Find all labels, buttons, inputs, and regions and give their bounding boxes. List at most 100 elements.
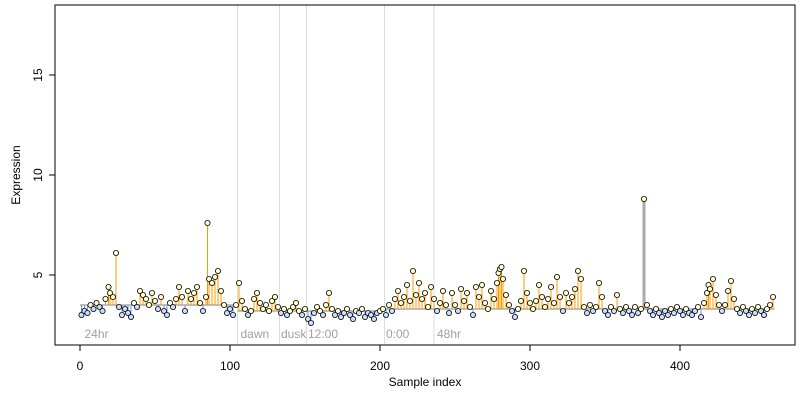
data-point — [409, 267, 416, 274]
data-point — [719, 307, 726, 314]
data-point — [650, 311, 657, 318]
data-point — [457, 285, 464, 292]
data-point — [199, 307, 206, 314]
data-point — [755, 303, 762, 310]
data-point — [761, 311, 768, 318]
data-point — [247, 307, 254, 314]
region-labels: 24hr dawn dusk 12:00 0:00 48hr — [85, 327, 462, 341]
data-point — [313, 303, 320, 310]
data-point — [223, 309, 230, 316]
data-point — [701, 299, 708, 306]
region-label: dawn — [241, 327, 270, 341]
x-axis: 0 100 200 300 400 — [77, 344, 690, 373]
data-point — [244, 311, 251, 318]
data-point — [214, 267, 221, 274]
data-point — [241, 305, 248, 312]
region-label: 12:00 — [308, 327, 338, 341]
data-point — [512, 313, 519, 320]
data-point — [325, 289, 332, 296]
data-point — [367, 311, 374, 318]
data-point — [397, 299, 404, 306]
data-point — [674, 303, 681, 310]
data-point — [220, 301, 227, 308]
data-point — [527, 299, 534, 306]
data-point — [90, 305, 97, 312]
data-point — [204, 219, 211, 226]
data-point — [731, 295, 738, 302]
data-point — [626, 307, 633, 314]
data-point — [656, 309, 663, 316]
data-point — [545, 295, 552, 302]
data-point — [668, 305, 675, 312]
region-lines — [237, 5, 435, 345]
data-point — [163, 311, 170, 318]
data-point — [427, 283, 434, 290]
data-point — [484, 305, 491, 312]
data-point — [758, 307, 765, 314]
data-point — [436, 299, 443, 306]
data-point — [566, 299, 573, 306]
y-axis-title: Expression — [9, 145, 23, 204]
data-point — [394, 287, 401, 294]
data-point — [301, 305, 308, 312]
data-point — [481, 299, 488, 306]
data-point — [283, 311, 290, 318]
data-point — [530, 305, 537, 312]
data-point — [226, 305, 233, 312]
data-point — [689, 311, 696, 318]
data-point — [493, 279, 500, 286]
data-point — [490, 295, 497, 302]
data-point — [187, 295, 194, 302]
data-point — [358, 305, 365, 312]
data-point — [557, 293, 564, 300]
data-point — [421, 289, 428, 296]
data-point — [217, 287, 224, 294]
region-label: dusk — [281, 327, 307, 341]
data-point — [133, 303, 140, 310]
data-point — [160, 307, 167, 314]
data-point — [250, 295, 257, 302]
data-point — [271, 293, 278, 300]
data-point — [253, 289, 260, 296]
data-point — [205, 275, 212, 282]
data-point — [78, 311, 85, 318]
data-point — [122, 305, 129, 312]
x-tick-label: 400 — [670, 359, 690, 373]
data-point — [524, 289, 531, 296]
data-point — [478, 281, 485, 288]
y-axis: 5 10 15 — [31, 68, 55, 278]
data-point — [569, 293, 576, 300]
data-point — [614, 291, 621, 298]
data-point — [292, 299, 299, 306]
data-point — [87, 301, 94, 308]
data-point — [620, 309, 627, 316]
data-point — [734, 305, 741, 312]
expression-points — [78, 195, 777, 326]
y-tick-label: 15 — [31, 68, 45, 82]
data-point — [460, 297, 467, 304]
data-point — [575, 267, 582, 274]
data-point — [505, 301, 512, 308]
data-point — [119, 311, 126, 318]
data-point — [322, 301, 329, 308]
data-point — [554, 273, 561, 280]
data-point — [181, 307, 188, 314]
data-point — [515, 305, 522, 312]
data-point — [698, 313, 705, 320]
y-tick-label: 10 — [31, 168, 45, 182]
data-point — [439, 287, 446, 294]
data-point — [551, 299, 558, 306]
data-point — [154, 305, 161, 312]
data-point — [412, 291, 419, 298]
data-point — [388, 307, 395, 314]
data-point — [487, 287, 494, 294]
data-point — [379, 305, 386, 312]
data-point — [113, 249, 120, 256]
data-point — [665, 311, 672, 318]
data-point — [671, 309, 678, 316]
data-point — [692, 307, 699, 314]
data-point — [316, 307, 323, 314]
data-point — [740, 303, 747, 310]
data-point — [84, 309, 91, 316]
data-point — [295, 307, 302, 314]
